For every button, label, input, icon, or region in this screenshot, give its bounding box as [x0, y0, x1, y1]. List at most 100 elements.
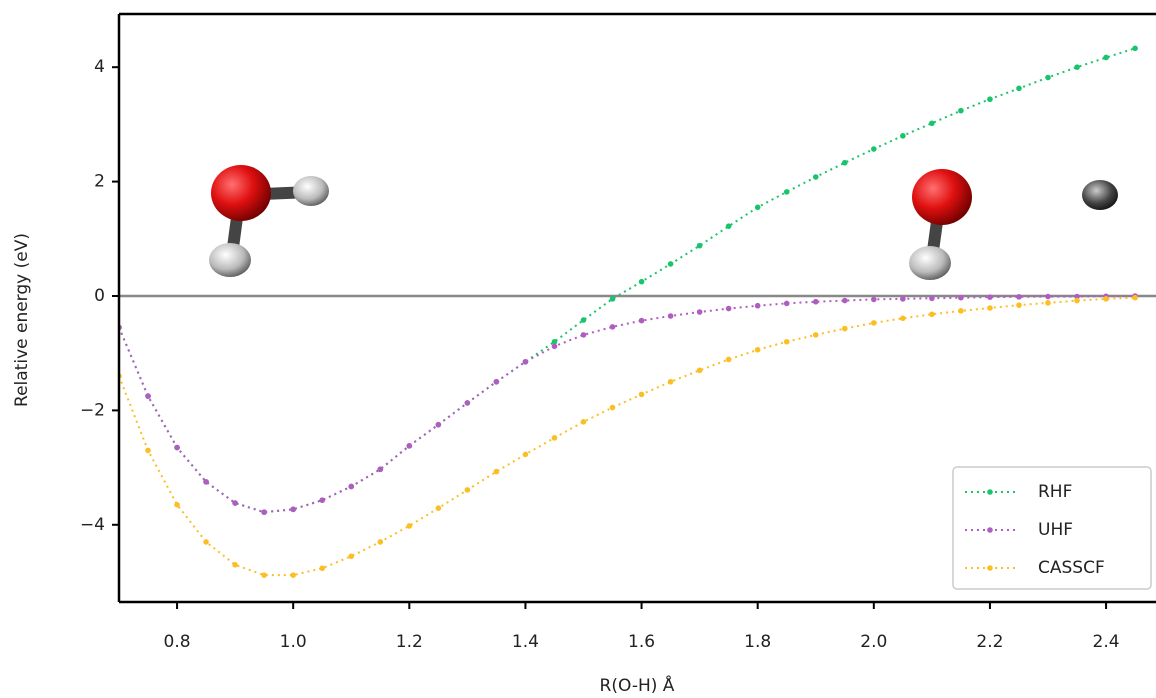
data-point — [900, 133, 906, 139]
data-point — [726, 357, 732, 363]
data-point — [145, 393, 151, 399]
legend-label: UHF — [1038, 520, 1073, 540]
x-tick-label: 0.8 — [164, 632, 191, 652]
data-point — [668, 313, 674, 319]
data-point — [610, 405, 616, 411]
data-point — [1045, 300, 1051, 306]
data-point — [639, 318, 645, 324]
data-point — [958, 108, 964, 114]
data-point — [871, 146, 877, 152]
data-point — [348, 553, 354, 559]
data-point — [552, 435, 558, 441]
series-line — [119, 48, 1135, 512]
data-point — [755, 347, 761, 353]
data-point — [784, 339, 790, 345]
legend-marker — [987, 565, 993, 571]
data-point — [900, 296, 906, 302]
data-point — [1016, 302, 1022, 308]
data-point — [407, 523, 413, 529]
data-point — [348, 484, 354, 490]
x-tick-label: 1.6 — [628, 632, 655, 652]
data-point — [929, 311, 935, 317]
data-point — [319, 497, 325, 503]
data-point — [697, 368, 703, 374]
x-tick-label: 1.2 — [396, 632, 423, 652]
data-point — [726, 223, 732, 229]
legend-label: CASSCF — [1038, 558, 1105, 578]
data-point — [377, 539, 383, 545]
molecule-right — [909, 169, 1118, 280]
x-tick-label: 2.2 — [976, 632, 1003, 652]
data-point — [610, 324, 616, 330]
y-tick-label: −4 — [80, 515, 105, 535]
data-point — [726, 306, 732, 312]
data-point — [697, 243, 703, 249]
data-point — [1045, 75, 1051, 81]
data-point — [494, 379, 500, 385]
data-point — [203, 479, 209, 485]
data-point — [813, 299, 819, 305]
data-point — [668, 261, 674, 267]
data-point — [407, 443, 413, 449]
x-tick-label: 1.8 — [744, 632, 771, 652]
x-tick-label: 1.0 — [280, 632, 307, 652]
data-point — [523, 452, 529, 458]
data-point — [174, 445, 180, 451]
data-point — [290, 507, 296, 513]
x-tick-label: 2.4 — [1093, 632, 1120, 652]
data-point — [465, 487, 471, 493]
data-point — [639, 279, 645, 285]
data-point — [842, 298, 848, 304]
data-point — [1074, 298, 1080, 304]
data-point — [552, 344, 558, 350]
data-point — [290, 572, 296, 578]
data-point — [929, 295, 935, 301]
data-point — [1103, 55, 1109, 61]
data-point — [232, 562, 238, 568]
data-point — [581, 332, 587, 338]
data-point — [842, 160, 848, 166]
page: R(O-H) Å Relative energy (eV) 0.81.01.21… — [0, 0, 1156, 698]
y-axis-label: Relative energy (eV) — [12, 233, 32, 407]
data-point — [900, 315, 906, 321]
x-tick-label: 1.4 — [512, 632, 539, 652]
y-tick-label: −2 — [80, 400, 105, 420]
y-tick-label: 2 — [94, 172, 105, 192]
data-point — [987, 96, 993, 102]
data-point — [755, 205, 761, 211]
y-tick-label: 0 — [94, 286, 105, 306]
legend-marker — [987, 489, 993, 495]
data-point — [1132, 295, 1138, 301]
data-point — [1132, 46, 1138, 52]
data-point — [436, 505, 442, 511]
data-point — [465, 400, 471, 406]
data-point — [784, 189, 790, 195]
data-point — [784, 301, 790, 307]
data-point — [929, 120, 935, 126]
data-point — [755, 303, 761, 309]
data-point — [261, 509, 267, 515]
chart: R(O-H) Å Relative energy (eV) 0.81.01.21… — [0, 0, 1156, 698]
legend-marker — [987, 527, 993, 533]
data-point — [581, 317, 587, 323]
data-point — [145, 448, 151, 454]
data-point — [697, 309, 703, 315]
data-point — [987, 294, 993, 300]
data-point — [436, 422, 442, 428]
data-point — [232, 500, 238, 506]
data-point — [871, 297, 877, 303]
data-point — [668, 379, 674, 385]
data-point — [377, 466, 383, 472]
data-point — [319, 565, 325, 571]
data-point — [871, 320, 877, 326]
data-point — [1074, 64, 1080, 70]
data-point — [1103, 296, 1109, 302]
data-point — [987, 305, 993, 311]
data-point — [639, 392, 645, 398]
data-point — [958, 295, 964, 301]
data-point — [174, 502, 180, 508]
legend-label: RHF — [1038, 482, 1072, 502]
x-tick-label: 2.0 — [860, 632, 887, 652]
molecule-left — [209, 165, 329, 277]
data-point — [813, 332, 819, 338]
